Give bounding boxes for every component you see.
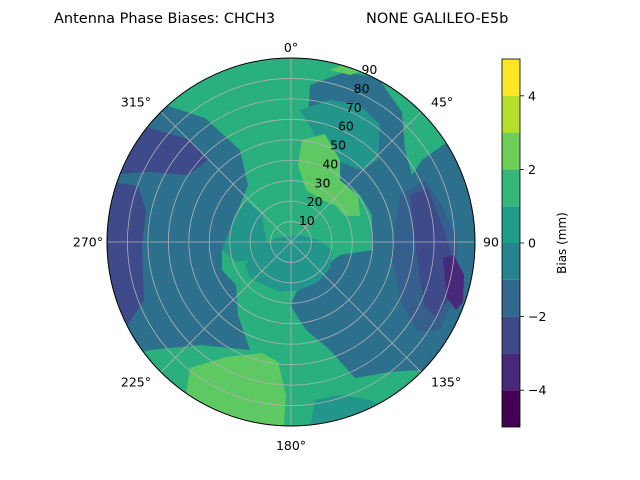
radial-tick-label: 70	[346, 100, 362, 115]
angle-tick-label: 135°	[431, 375, 461, 390]
radial-tick-label: 30	[315, 175, 331, 190]
region-west-center	[222, 200, 268, 262]
colorbar-tick-label: 2	[528, 162, 536, 177]
colorbar-tick-label: 4	[528, 88, 536, 103]
radial-tick-labels: 10 20 30 40 50 60 70 80 90	[299, 62, 378, 228]
radial-tick-label: 50	[330, 138, 346, 153]
grid-spoke	[290, 241, 422, 373]
radial-tick-label: 40	[322, 156, 338, 171]
colorbar-tick-label: −2	[528, 309, 546, 324]
radial-tick-label: 10	[299, 213, 315, 228]
region-east-darkest	[443, 255, 464, 310]
angle-tick-label: 45°	[431, 94, 453, 109]
angle-tick-labels: 0° 45° 90 135° 180° 225° 270° 315°	[73, 40, 499, 453]
colorbar-segment	[502, 243, 520, 280]
colorbar-segment	[502, 95, 520, 133]
angle-tick-label: 270°	[73, 235, 103, 250]
colorbar-segment	[502, 353, 520, 391]
grid-spoke	[290, 111, 422, 243]
colorbar-segment	[502, 390, 520, 427]
colorbar-segment	[502, 169, 520, 207]
angle-tick-label: 90	[483, 235, 499, 250]
grid-spoke	[160, 241, 292, 373]
colorbar-tick-label: −4	[528, 383, 546, 398]
colorbar-ticks: −4 −2 0 2 4	[520, 88, 546, 398]
angle-tick-label: 180°	[276, 438, 306, 453]
radial-tick-label: 80	[354, 81, 370, 96]
region-north-east-zero	[300, 100, 380, 170]
region-west-deep	[107, 180, 146, 330]
colorbar-segment	[502, 59, 520, 96]
angle-tick-label: 0°	[284, 40, 298, 55]
region-north-east-high	[298, 134, 360, 216]
colorbar-tick-label: 0	[528, 236, 536, 251]
polar-frame	[106, 57, 476, 427]
colorbar-segment	[502, 279, 520, 317]
radial-tick-label: 90	[361, 62, 377, 77]
chart-title-left: Antenna Phase Biases: CHCH3	[54, 11, 275, 27]
grid-spoke	[160, 111, 292, 243]
colorbar-segment	[502, 132, 520, 170]
colorbar-segment	[502, 206, 520, 243]
colorbar-segment	[502, 316, 520, 354]
radial-tick-label: 20	[307, 194, 323, 209]
chart-title-right: NONE GALILEO-E5b	[366, 11, 508, 27]
angle-tick-label: 315°	[121, 94, 151, 109]
angle-tick-label: 225°	[121, 375, 151, 390]
polar-plot	[107, 58, 475, 426]
colorbar	[502, 59, 520, 427]
colorbar-label: Bias (mm)	[555, 212, 569, 274]
radial-tick-label: 60	[338, 119, 354, 134]
polar-grid	[106, 57, 476, 427]
region-east-deep	[410, 188, 452, 318]
